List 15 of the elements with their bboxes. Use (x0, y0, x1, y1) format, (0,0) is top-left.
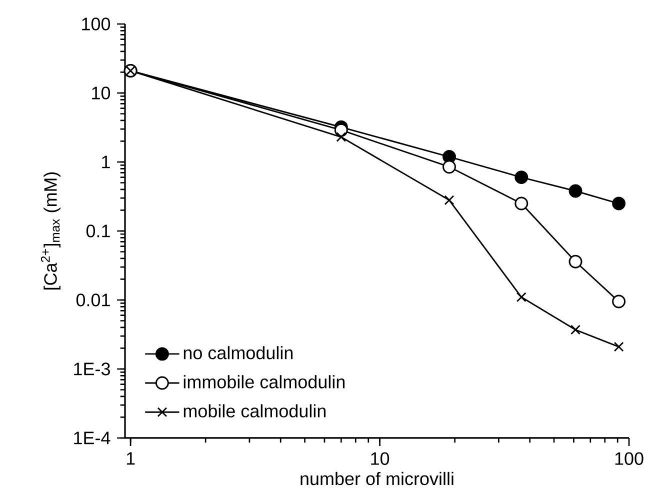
y-tick-label: 10 (92, 86, 110, 100)
y-tick-label: 1E-3 (74, 362, 110, 376)
y-axis-title: [Ca$^{2+}$]$_{max}$ (mM) (40, 172, 60, 290)
y-tick-label: 1E-4 (74, 432, 110, 444)
x-tick-label: 10 (371, 452, 390, 465)
x-axis-title: number of microvilli (300, 472, 454, 486)
legend-label: mobile calmodulin (184, 404, 326, 418)
legend-label: no calmodulin (184, 346, 293, 360)
y-tick-label: 100 (82, 18, 110, 30)
y-tick-label: 0.1 (86, 224, 110, 238)
legend-label: immobile calmodulin (184, 375, 345, 388)
y-tick-label: 1 (102, 156, 110, 168)
y-tick-label: 0.01 (76, 294, 110, 306)
x-tick-label: 100 (615, 452, 644, 465)
x-tick-label: 1 (126, 452, 135, 465)
